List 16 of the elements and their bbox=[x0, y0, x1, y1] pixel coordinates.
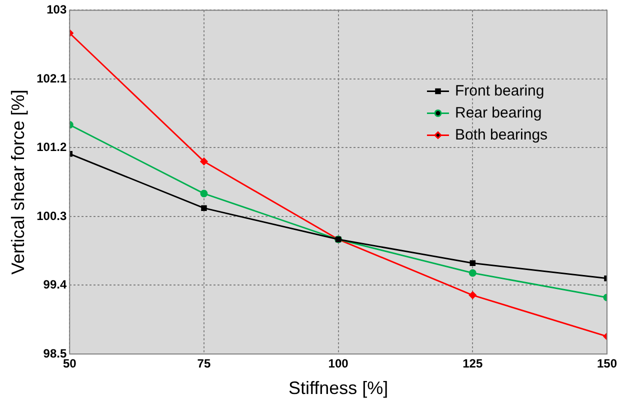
y-tick-label: 103 bbox=[46, 2, 67, 17]
legend-label: Rear bearing bbox=[454, 104, 542, 122]
x-tick-label: 75 bbox=[197, 356, 211, 371]
y-tick-label: 101.2 bbox=[36, 140, 67, 154]
x-axis-title: Stiffness [%] bbox=[288, 378, 388, 398]
point bbox=[201, 205, 207, 211]
x-tick-label: 150 bbox=[596, 356, 618, 371]
x-tick-label: 125 bbox=[462, 356, 483, 371]
y-tick-label: 99.4 bbox=[43, 278, 67, 292]
point bbox=[470, 260, 476, 266]
legend-label: Front bearing bbox=[454, 82, 544, 100]
x-tick-label: 100 bbox=[328, 356, 349, 371]
y-tick-label: 102.1 bbox=[36, 71, 67, 86]
y-axis-title: Vertical shear force [%] bbox=[8, 90, 28, 275]
legend-label: Both bearings bbox=[454, 126, 548, 144]
y-tick-label: 100.3 bbox=[36, 208, 67, 223]
